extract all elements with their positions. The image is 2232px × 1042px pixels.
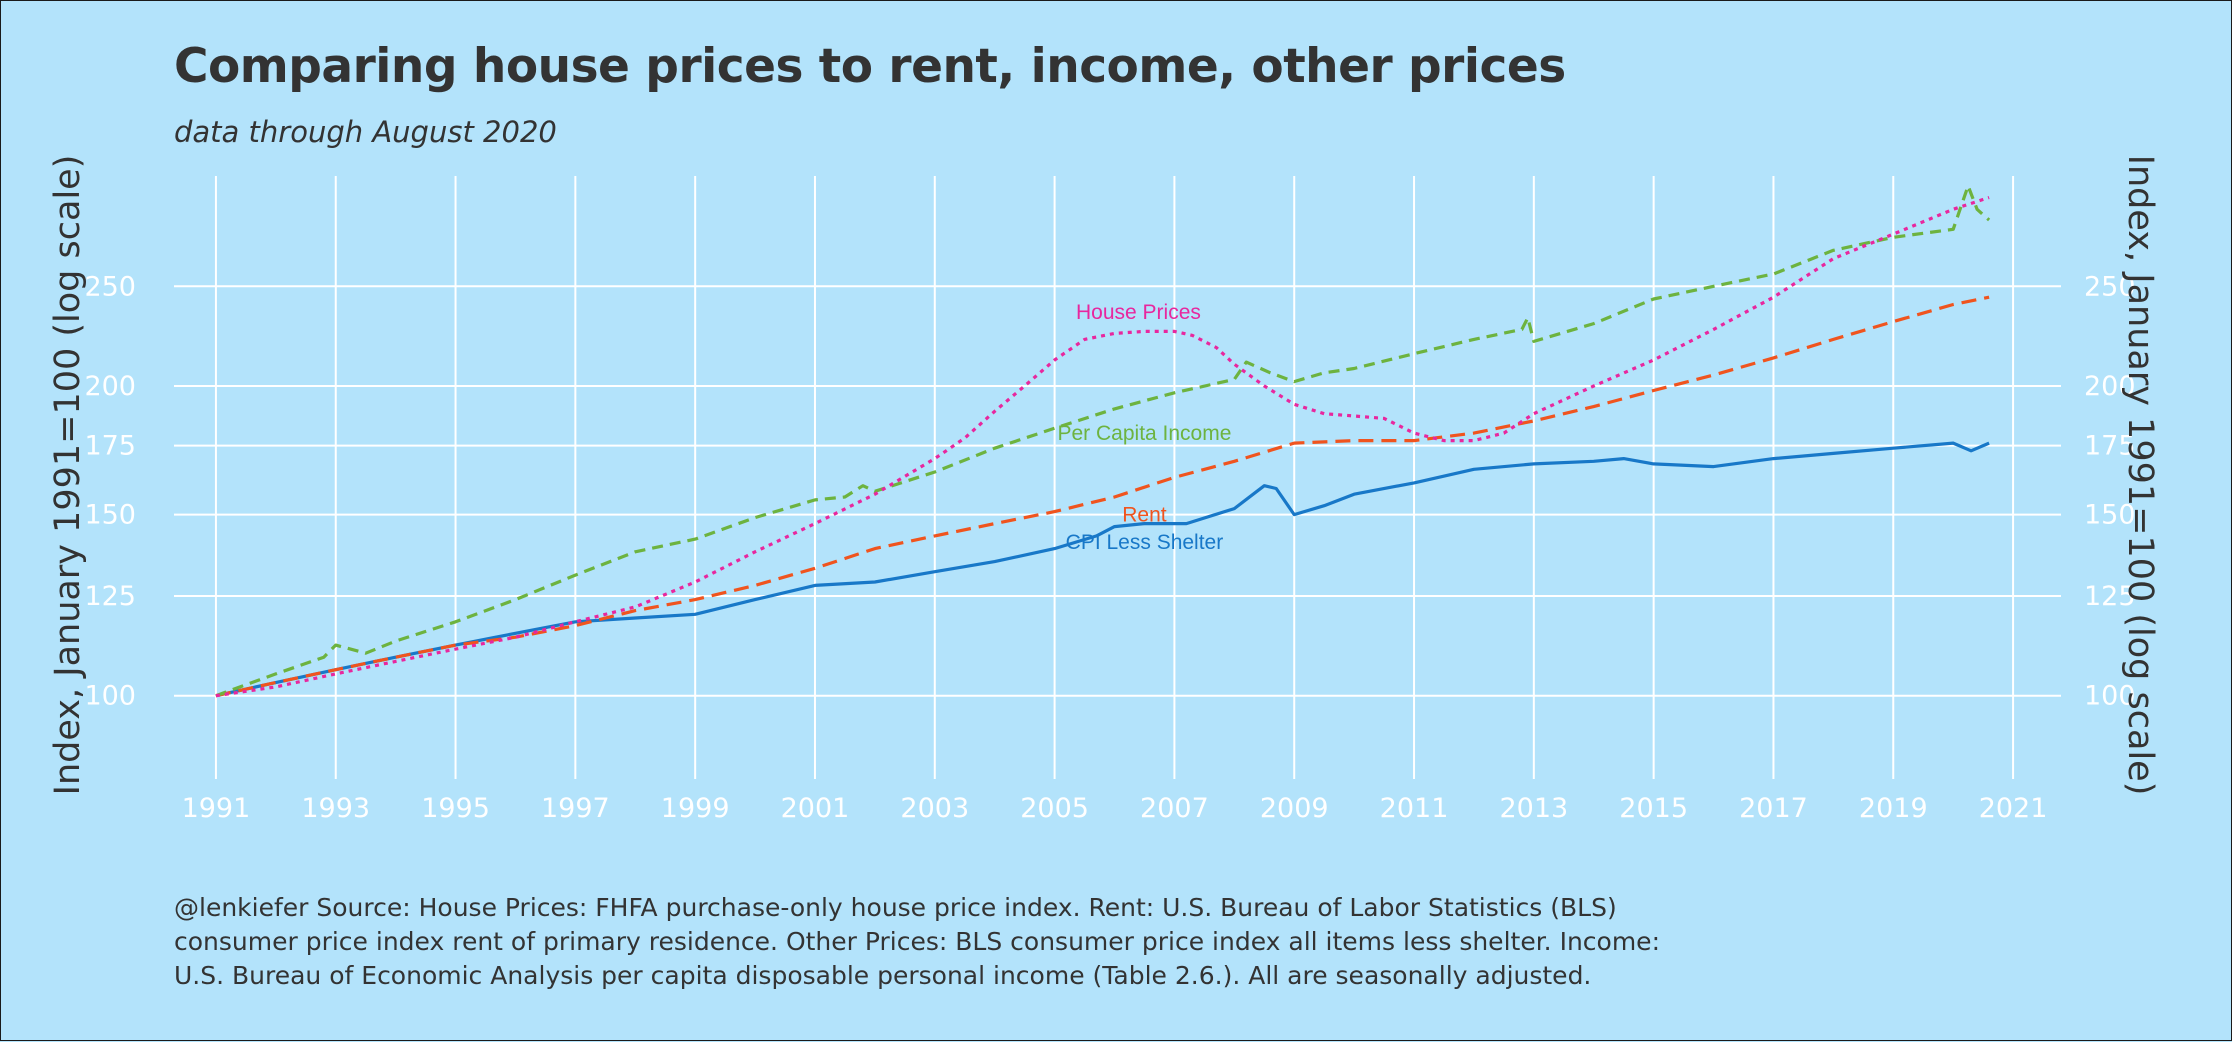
x-tick-label: 2011 (1380, 793, 1449, 824)
x-tick-label: 1999 (661, 793, 730, 824)
y-axis-title-right: Index, January 1991=100 (log scale) (2120, 155, 2160, 796)
series-lines (215, 184, 1991, 698)
series-labels: House Prices Per Capita Income Rent CPI Les… (1057, 301, 1231, 554)
y-axis-title-left: Index, January 1991=100 (log scale) (48, 155, 88, 796)
x-tick-label: 2003 (900, 793, 969, 824)
series-line-rent (215, 295, 1990, 698)
x-tick-label: 2009 (1260, 793, 1329, 824)
chart-subtitle: data through August 2020 (174, 115, 557, 149)
series-line-per-capita-income (215, 184, 1991, 698)
y-tick-label-left: 175 (84, 431, 136, 462)
y-tick-label-left: 150 (84, 500, 136, 531)
caption-line: consumer price index rent of primary res… (174, 927, 1660, 956)
x-tick-label: 1993 (301, 793, 370, 824)
x-tick-label: 2019 (1859, 793, 1928, 824)
series-label-rent: Rent (1122, 504, 1167, 527)
y-tick-label-left: 125 (84, 581, 136, 612)
caption-line: @lenkiefer Source: House Prices: FHFA pu… (174, 893, 1617, 922)
y-tick-label-right: 125 (2084, 581, 2136, 612)
x-tick-label: 1991 (182, 793, 251, 824)
x-tick-label: 2017 (1739, 793, 1808, 824)
grid-lines (174, 176, 2061, 779)
x-tick-label: 2001 (781, 793, 850, 824)
axis-ticks: 100 100 125 125 150 150 175 175 200 200 250 250 1991… (84, 271, 2135, 824)
x-tick-label: 1995 (421, 793, 490, 824)
y-tick-label-left: 250 (84, 271, 136, 302)
y-tick-label-right: 250 (2084, 271, 2136, 302)
x-tick-label: 2021 (1979, 793, 2048, 824)
x-tick-label: 2013 (1499, 793, 1568, 824)
y-tick-label-right: 100 (2084, 681, 2136, 712)
y-tick-label-right: 175 (2084, 431, 2136, 462)
x-tick-label: 2015 (1619, 793, 1688, 824)
y-tick-label-left: 200 (84, 371, 136, 402)
x-tick-label: 2007 (1140, 793, 1209, 824)
series-line-house-prices (215, 195, 1990, 698)
y-tick-label-right: 200 (2084, 371, 2136, 402)
y-tick-label-left: 100 (84, 681, 136, 712)
series-label-cpi-less-shelter: CPI Less Shelter (1066, 531, 1224, 554)
series-label-per-capita-income: Per Capita Income (1057, 422, 1231, 445)
chart-title: Comparing house prices to rent, income, … (174, 39, 1566, 94)
caption-line: U.S. Bureau of Economic Analysis per cap… (174, 961, 1592, 990)
x-tick-label: 2005 (1020, 793, 1089, 824)
source-caption: @lenkiefer Source: House Prices: FHFA pu… (174, 891, 1874, 993)
series-label-house-prices: House Prices (1076, 301, 1201, 324)
y-tick-label-right: 150 (2084, 500, 2136, 531)
series-line-cpi-less-shelter (215, 441, 1990, 698)
x-tick-label: 1997 (541, 793, 610, 824)
